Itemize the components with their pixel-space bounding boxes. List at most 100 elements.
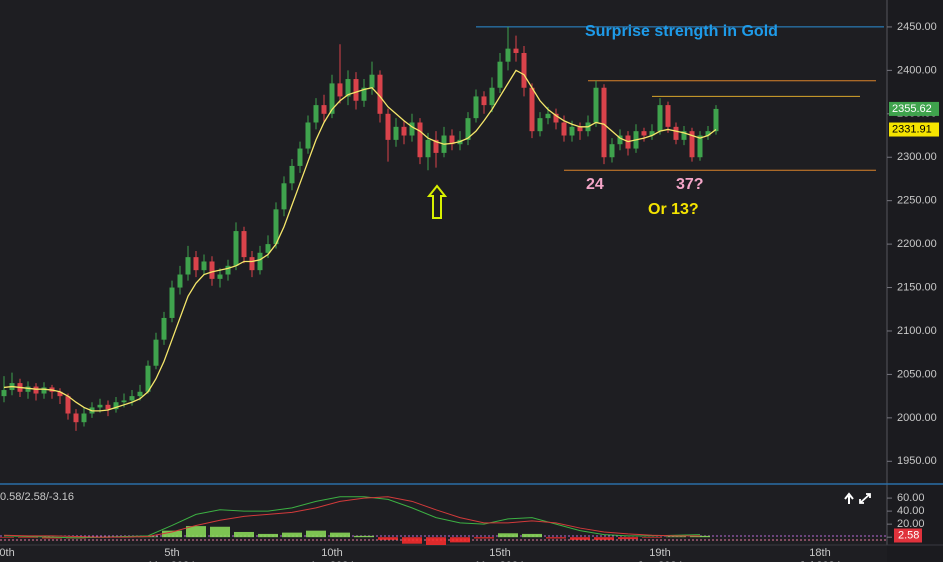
histogram-bar (210, 526, 230, 538)
candle-body (289, 165, 295, 184)
candle-body (273, 209, 279, 245)
candle-body (337, 83, 343, 97)
candle-body (137, 391, 143, 397)
histogram-bar (0, 537, 14, 538)
histogram-bar (162, 530, 182, 538)
candle-body (241, 231, 247, 258)
candle-body (169, 287, 175, 318)
histogram-bar (618, 537, 638, 540)
candle-body (433, 139, 439, 153)
y-tick-label: 2450.00 (897, 21, 937, 33)
candle-body (257, 252, 263, 271)
candle-body (297, 148, 303, 166)
candle-body (313, 105, 319, 123)
candle-body (505, 48, 511, 62)
candle-body (401, 126, 407, 136)
indicator-line (3, 496, 701, 539)
candle-body (217, 274, 223, 279)
candle-body (609, 144, 615, 158)
maximize-button[interactable] (844, 492, 854, 504)
y-tick-label: 2200.00 (897, 238, 937, 250)
candle-body (489, 87, 495, 106)
y-tick-label: 1950.00 (897, 455, 937, 467)
candle-body (265, 244, 271, 253)
candle-body (97, 404, 103, 408)
histogram-bar (642, 537, 662, 538)
candle-body (553, 113, 559, 123)
candle-body (393, 126, 399, 140)
annotation: Or 13? (648, 201, 699, 218)
histogram-bar (570, 537, 590, 540)
price-box-label: 2331.91 (892, 123, 932, 135)
candle-body (233, 231, 239, 266)
price-box (889, 101, 939, 116)
x-tick-label: 18th (809, 547, 830, 559)
candle-body (657, 105, 663, 132)
histogram-bar (522, 533, 542, 538)
candle-body (665, 105, 671, 127)
candle-body (641, 131, 647, 136)
candle-body (681, 131, 687, 140)
y-tick-label: 2100.00 (897, 325, 937, 337)
candle-body (201, 261, 207, 271)
candle-body (225, 265, 231, 275)
candle-body (417, 122, 423, 158)
candle-body (129, 396, 135, 401)
expand-button[interactable] (859, 493, 871, 504)
annotation: 24 (586, 176, 604, 193)
candle-body (449, 135, 455, 145)
indicator-last-box (894, 528, 922, 543)
histogram-bar (546, 537, 566, 539)
histogram-bar (690, 535, 710, 538)
x-tick-label: 15th (489, 547, 510, 559)
candle-body (145, 365, 151, 392)
candle-body (713, 108, 719, 132)
candle-body (617, 135, 623, 145)
candle-body (497, 61, 503, 88)
x-tick-sublabel: Apr 2024 (310, 560, 355, 562)
price-box (889, 122, 939, 137)
candle-body (705, 131, 711, 136)
histogram-bar (18, 537, 38, 538)
histogram-bar (42, 537, 62, 539)
histogram-bar (234, 531, 254, 538)
candle-body (649, 131, 655, 136)
indicator-tick-label: 40.00 (897, 505, 925, 517)
candle-body (185, 257, 191, 275)
indicator-tick-label: 60.00 (897, 492, 925, 504)
histogram-bar (330, 532, 350, 538)
indicator-tick-label: 20.00 (897, 518, 925, 530)
pane-controls[interactable] (844, 492, 871, 504)
y-tick-label: 2300.00 (897, 151, 937, 163)
candle-body (673, 126, 679, 140)
candle-body (369, 74, 375, 88)
x-tick-label: 30th (0, 547, 15, 559)
x-tick-sublabel: Jun 2024 (637, 560, 682, 562)
candle-body (537, 118, 543, 132)
x-tick-sublabel: Mar 2024 (149, 560, 195, 562)
candle-body (385, 113, 391, 140)
candle-body (521, 52, 527, 88)
candle-body (249, 257, 255, 271)
candle-body (193, 257, 199, 271)
histogram-bar (498, 533, 518, 538)
candle-body (329, 83, 335, 114)
candle-body (601, 87, 607, 158)
histogram-bar (378, 537, 398, 540)
candle-body (209, 261, 215, 279)
candle-body (321, 105, 327, 114)
candle-body (697, 135, 703, 158)
indicator-header: 0.58/2.58/-3.16 (0, 491, 74, 503)
candle-body (529, 87, 535, 132)
candle-body (593, 87, 599, 123)
price-box-label: 2355.62 (892, 103, 932, 115)
annotation: Surprise strength in Gold (585, 23, 778, 40)
candle-body (425, 139, 431, 158)
histogram-bar (402, 537, 422, 544)
candle-body (121, 400, 127, 403)
candle-body (57, 391, 63, 397)
x-tick-sublabel: May 2024 (476, 560, 524, 562)
candle-body (25, 386, 31, 392)
